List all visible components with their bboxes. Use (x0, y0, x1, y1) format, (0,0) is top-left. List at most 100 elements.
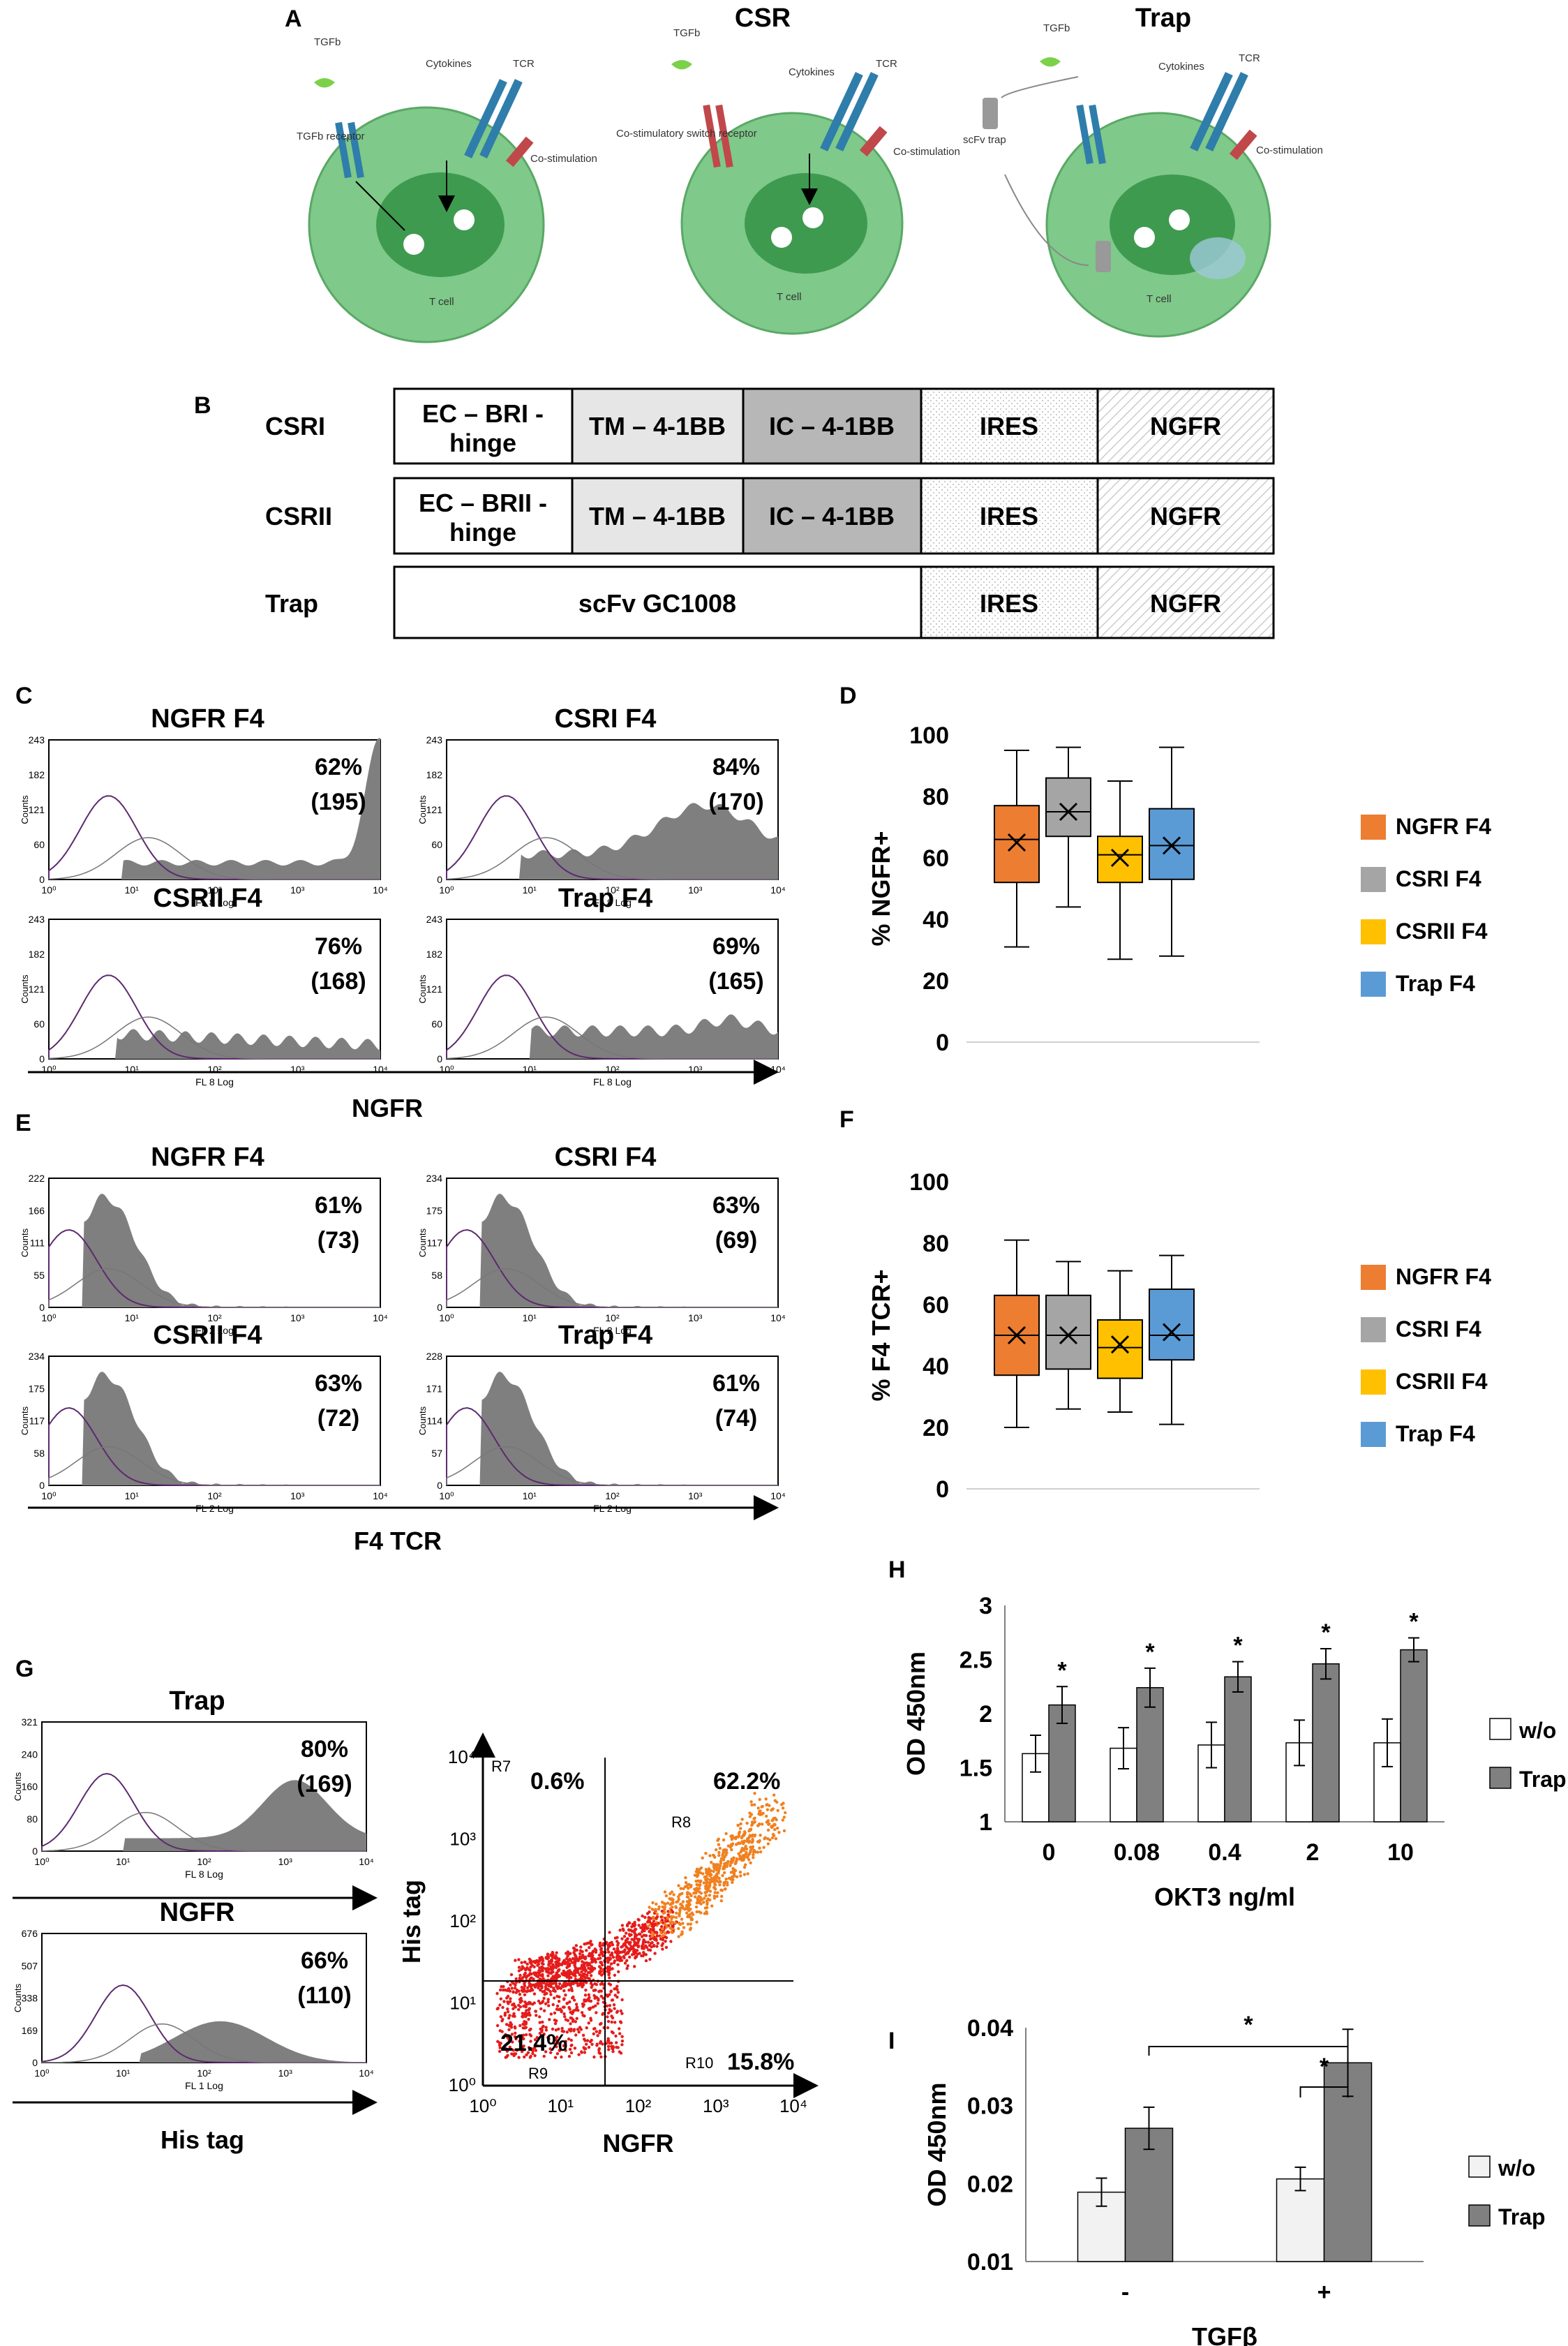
scatter-point (576, 2028, 580, 2031)
positive-histogram (49, 738, 380, 879)
control-histogram (48, 1446, 380, 1486)
y-axis-label: OD 450nm (902, 1651, 930, 1776)
scatter-point (599, 1967, 603, 1970)
scatter-point (581, 1983, 585, 1987)
label-tgfb-1: TGFb (314, 36, 341, 48)
scatter-point (637, 1918, 641, 1922)
ec-label: EC – BRI - (422, 399, 544, 428)
ires-label: IRES (980, 502, 1038, 530)
percent-positive: 63% (315, 1370, 362, 1397)
scatter-point (633, 1943, 636, 1946)
scatter-point (664, 1936, 669, 1940)
scatter-point (659, 1931, 663, 1934)
x-tick-label: 10⁰ (41, 1490, 57, 1501)
scatter-point (518, 2040, 521, 2043)
cell-diagram-1 (308, 78, 545, 343)
x-tick-label: 10⁴ (779, 2095, 807, 2116)
scatter-point (620, 2039, 625, 2043)
scatter-point (554, 1966, 558, 1969)
box-csri-f4: CSRI F4 (1045, 746, 1481, 908)
y-tick-label: 121 (29, 804, 45, 815)
label-costim-1: Co-stimulation (530, 153, 597, 165)
scatter-point (524, 2026, 528, 2029)
panel-a-title-trap: Trap (1135, 3, 1191, 33)
x-axis-label: FL 8 Log (185, 1869, 223, 1880)
scatter-point (766, 1828, 770, 1832)
control-histogram (446, 1446, 778, 1486)
y-tick-label: 169 (22, 2025, 38, 2036)
y-tick-label: 240 (22, 1749, 38, 1760)
scatter-point (514, 1987, 517, 1990)
scatter-point (739, 1850, 742, 1854)
scatter-point (585, 1961, 588, 1965)
ngfr-label: NGFR (1150, 502, 1221, 530)
scatter-point (523, 2000, 527, 2004)
legend-swatch (1489, 1767, 1511, 1789)
scatter-point (576, 1968, 579, 1972)
scatter-point (689, 1907, 692, 1911)
scatter-point (750, 1803, 754, 1806)
x-axis-label: TGFβ (1192, 2322, 1257, 2346)
scatter-point (498, 2042, 502, 2046)
scatter-point (524, 2014, 528, 2019)
x-tick-label: 10⁴ (770, 1490, 786, 1501)
scatter-point (544, 1967, 547, 1970)
scatter-point (562, 1959, 566, 1963)
scatter-point (645, 1945, 648, 1950)
scatter-point (564, 1982, 567, 1986)
y-tick-label: 3 (979, 1593, 992, 1619)
scatter-point (616, 1991, 620, 1994)
x-tick-label: 10² (605, 1490, 620, 1501)
scatter-point (731, 1880, 734, 1885)
scatter-point (675, 1911, 678, 1915)
scatter-point (551, 1966, 555, 1970)
scatter-point (712, 1886, 717, 1890)
scatter-point (617, 1970, 620, 1973)
scatter-point (756, 1806, 760, 1810)
scatter-point (541, 1959, 545, 1963)
mean-marker (1059, 1326, 1078, 1345)
region-label: R8 (671, 1813, 691, 1831)
scatter-point (564, 2040, 567, 2043)
scatter-point (592, 2055, 596, 2059)
scatter-point (507, 2028, 511, 2031)
x-tick-label: 10¹ (125, 884, 140, 896)
scatter-point (669, 1903, 672, 1906)
scatter-point (540, 1961, 544, 1966)
scatter-point (691, 1913, 695, 1917)
scatter-point (696, 1899, 700, 1902)
scatter-point (541, 2020, 544, 2024)
scatter-point (636, 1941, 640, 1945)
scatter-point (742, 1866, 747, 1869)
histogram-title: CSRI F4 (555, 704, 657, 734)
scatter-point (639, 1932, 642, 1936)
x-tick-label: 10³ (290, 1490, 305, 1501)
scatter-point (564, 2049, 567, 2052)
x-tick-label: 10¹ (523, 884, 537, 896)
scatter-point (507, 2017, 511, 2020)
scatter-point (717, 1850, 721, 1855)
scatter-point (549, 1954, 553, 1957)
scatter-point (610, 2044, 613, 2048)
scatter-point (669, 1910, 672, 1914)
x-tick-label: 10³ (290, 1312, 305, 1323)
scatter-point (589, 2019, 593, 2022)
scatter-point (659, 1937, 663, 1941)
scatter-point (781, 1818, 785, 1822)
scatter-point (766, 1842, 770, 1846)
scatter-point (726, 1883, 729, 1887)
x-tick-label: 10⁰ (41, 884, 57, 896)
scatter-point (499, 2015, 503, 2019)
scatter-point (555, 2052, 560, 2056)
legend-swatch (1361, 1369, 1386, 1395)
x-axis-label: FL 8 Log (593, 897, 632, 908)
mean-marker (1007, 1326, 1026, 1345)
scatter-point (563, 2014, 567, 2019)
scatter-point (736, 1835, 740, 1839)
y-tick-label: 0 (437, 1053, 442, 1064)
scatter-point (686, 1883, 689, 1887)
scatter-point (698, 1867, 701, 1871)
scatter-point (717, 1843, 721, 1846)
scatter-point (506, 2007, 509, 2011)
